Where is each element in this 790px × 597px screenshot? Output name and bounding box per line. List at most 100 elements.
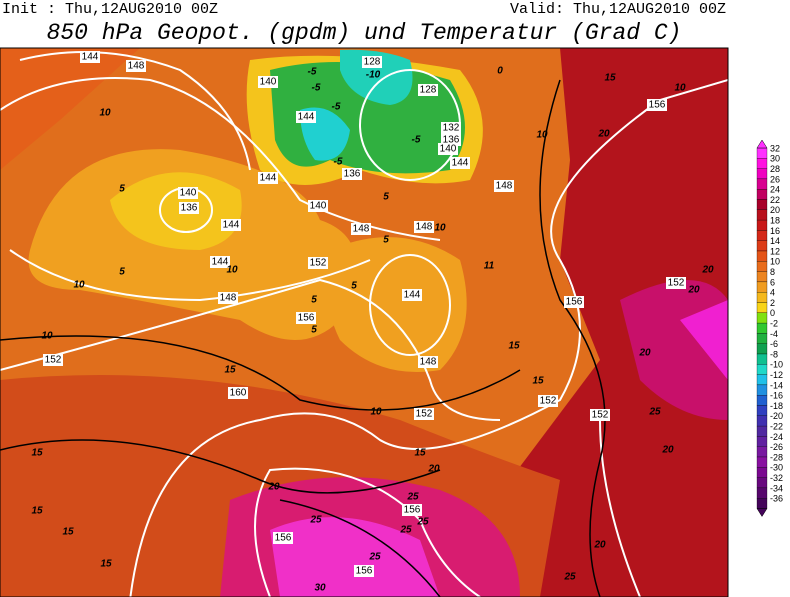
colorbar-swatch [756,353,768,365]
label-box [402,289,422,301]
label-box [647,99,667,111]
temperature-label: 15 [604,73,616,84]
colorbar-label: -34 [770,483,783,493]
geopotential-label: 144 [404,290,421,301]
colorbar-label: -16 [770,391,783,401]
temperature-label: 25 [309,515,322,526]
temperature-label: 10 [226,265,238,276]
colorbar-swatch [756,209,768,221]
geopotential-label: 136 [344,169,361,180]
temperature-label: 10 [99,108,111,119]
temperature-label: 25 [416,517,429,528]
temperature-label: 15 [224,365,236,376]
temperature-label: 15 [100,559,112,570]
geopotential-label: 136 [443,135,460,146]
label-box [438,143,458,155]
geopotential-label: 144 [452,158,469,169]
temperature-label: 25 [406,492,419,503]
geopotential-label: 128 [420,85,437,96]
label-box [126,60,146,72]
colorbar-label: 12 [770,246,780,256]
colorbar-label: -4 [770,329,778,339]
label-box [494,180,514,192]
colorbar-label: 32 [770,143,780,153]
colorbar-swatch [756,189,768,200]
colorbar-swatch [756,199,768,210]
label-box [342,168,362,180]
colorbar-swatch [756,292,768,303]
label-box [308,200,328,212]
init-time: Init : Thu,12AUG2010 00Z [2,1,218,18]
label-box [221,219,241,231]
temperature-label: -5 [312,83,321,94]
geopotential-label: 152 [45,355,62,366]
temperature-label: 15 [508,341,520,352]
geopotential-label: 152 [592,410,609,421]
colorbar-swatch [756,302,768,313]
colorbar-label: -30 [770,463,783,473]
label-box [362,56,382,68]
colorbar-swatch [756,240,768,252]
geopotential-label: 148 [420,357,437,368]
colorbar-swatch [756,147,768,159]
geopotential-label: 140 [260,77,277,88]
temperature-label: 10 [434,223,446,234]
colorbar-label: -10 [770,360,783,370]
colorbar-label: -32 [770,473,783,483]
geopotential-label: 148 [128,61,145,72]
valid-time: Valid: Thu,12AUG2010 00Z [510,1,726,18]
colorbar-label: -36 [770,494,783,504]
temperature-label: 10 [41,331,53,342]
label-box [414,221,434,233]
temperature-label: 5 [311,325,317,336]
geopotential-label: 156 [356,566,373,577]
colorbar-label: 0 [770,308,775,318]
temperature-label: 20 [701,265,714,276]
label-box [351,223,371,235]
geopotential-label: 144 [260,173,277,184]
geopotential-label: 152 [416,409,433,420]
colorbar-label: 18 [770,215,780,225]
colorbar: 32302826242220181614121086420-2-4-6-8-10… [756,139,783,517]
geopotential-label: 152 [540,396,557,407]
colorbar-label: 16 [770,226,780,236]
temperature-label: 11 [484,261,495,272]
geopotential-label: 128 [364,57,381,68]
temperature-label: 15 [31,448,43,459]
colorbar-label: -18 [770,401,783,411]
colorbar-label: 14 [770,236,780,246]
colorbar-label: -8 [770,349,778,359]
temperature-label: -5 [332,102,341,113]
colorbar-swatch [756,343,768,355]
colorbar-swatch [756,281,768,293]
temperature-label: 10 [674,83,686,94]
colorbar-label: 30 [770,154,780,164]
temperature-label: -10 [366,70,381,81]
temperature-label: 15 [532,376,544,387]
colorbar-swatch [756,425,768,437]
label-box [178,187,198,199]
colorbar-swatch [756,446,768,458]
colorbar-swatch [756,158,768,169]
temperature-label: 20 [427,464,440,475]
temperature-label: 20 [593,540,606,551]
temperature-label: 10 [73,280,85,291]
geopotential-label: 140 [440,144,457,155]
label-box [308,257,328,269]
colorbar-label: -6 [770,339,778,349]
geopotential-label: 152 [668,278,685,289]
label-box [228,387,248,399]
temperature-label: 5 [119,184,125,195]
geopotential-label: 148 [496,181,513,192]
colorbar-swatch [756,456,768,468]
colorbar-swatch [756,477,768,489]
temperature-label: 0 [497,66,503,77]
geopotential-label: 148 [416,222,433,233]
label-box [210,256,230,268]
colorbar-label: 2 [770,298,775,308]
colorbar-swatch [756,415,768,427]
colorbar-arrow [756,139,768,149]
temperature-label: 10 [536,130,548,141]
